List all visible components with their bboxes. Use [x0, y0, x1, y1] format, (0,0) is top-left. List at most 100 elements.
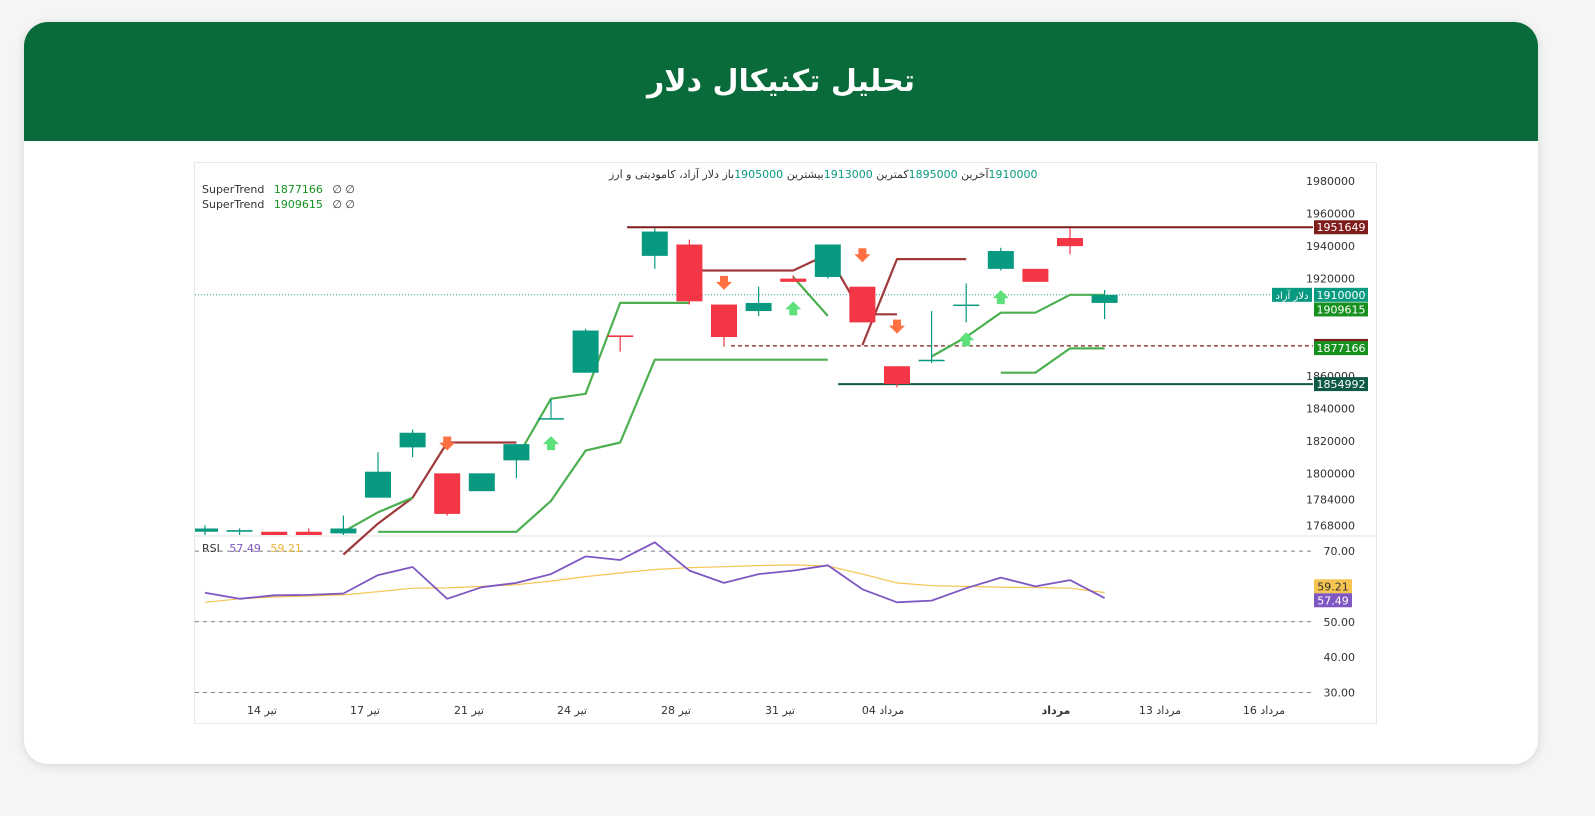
supertrend-price-tag-bg	[1314, 302, 1368, 317]
price-labels: 1951649187851918549921910000دلار آزاد190…	[1272, 220, 1368, 608]
legend-st1-value: 1877166	[274, 183, 323, 196]
page-title: تحلیل تکنیکال دلار	[647, 64, 915, 99]
candle-body	[330, 528, 357, 534]
time-tick-label: 17 تیر	[350, 704, 380, 717]
legend-st2-value: 1909615	[274, 198, 323, 211]
price-tick-label: 1820000	[1306, 435, 1355, 448]
rsi-tick-label: 50.00	[1324, 616, 1356, 629]
time-tick-label: مرداد	[1042, 704, 1071, 717]
legend-rsi: RSI 57.49 59.21	[202, 542, 302, 555]
title-banner: تحلیل تکنیکال دلار	[24, 22, 1538, 141]
supertrend-layer	[342, 253, 1105, 556]
candle-body	[399, 432, 426, 448]
price-tick-label: 1800000	[1306, 467, 1355, 480]
buy-signal-arrow	[958, 332, 975, 347]
price-axis: 1768000178400018000001820000184000018600…	[1306, 175, 1355, 699]
candle-body	[468, 473, 495, 492]
time-tick-label: 31 تیر	[765, 704, 795, 717]
level-price-tag: 1951649	[1317, 221, 1366, 234]
rsi-value-tag: 57.49	[1317, 594, 1349, 607]
price-tick-label: 1920000	[1306, 273, 1355, 286]
rsi-value-tag-bg	[1314, 593, 1352, 608]
legend-low-value: 1895000	[909, 168, 958, 181]
price-tick-label: 1940000	[1306, 240, 1355, 253]
supertrend-up-line	[378, 347, 1105, 533]
legend-supertrend-2: SuperTrend 1909615 ∅ ∅	[202, 198, 355, 211]
rsi-value-tag-bg	[1314, 579, 1352, 594]
legend-open-value: 1905000	[734, 168, 783, 181]
buy-signal-arrow	[785, 301, 802, 316]
level-layer	[195, 226, 1313, 386]
legend-ohlc: 1910000آخرین 1895000کمترین 1913000بیشتری…	[608, 167, 1038, 181]
time-tick-label: 14 تیر	[247, 704, 277, 717]
candle-body	[572, 330, 599, 373]
level-price-tag-bg	[1314, 377, 1368, 392]
legend-low-label: کمترین	[876, 168, 909, 181]
candle-body	[711, 304, 737, 338]
rsi-ma-line	[204, 564, 1105, 603]
legend-st1-name: SuperTrend	[202, 183, 264, 196]
candle-body	[953, 304, 980, 307]
legend-high-label: بیشترین	[787, 168, 824, 181]
rsi-value-tag: 59.21	[1317, 580, 1349, 593]
card: تحلیل تکنیکال دلار 1768000 1784000 1800000…	[24, 22, 1538, 764]
chart-panel[interactable]: 1768000 1784000 1800000 1820000 1840000 18600…	[192, 162, 1377, 724]
price-tick-label: 1784000	[1306, 493, 1355, 506]
buy-signal-arrow	[543, 436, 559, 451]
candle-body	[745, 302, 772, 312]
candle-body	[226, 530, 253, 532]
candle-body	[884, 366, 910, 385]
legend-close-value: 1910000	[989, 168, 1038, 181]
legend-symbol: دلار آزاد، کامودیتی و ارز	[608, 167, 719, 181]
time-tick-label: 21 تیر	[454, 704, 484, 717]
symbol-tag-bg	[1272, 287, 1312, 302]
legend-st1-suffix: ∅ ∅	[332, 183, 355, 196]
supertrend-price-tag: 1877166	[1317, 342, 1366, 355]
candle-body	[607, 335, 634, 338]
candle-body	[192, 528, 218, 532]
sell-signal-arrow	[716, 275, 732, 290]
chart-svg[interactable]: 1768000178400018000001820000184000018600…	[192, 163, 1376, 723]
time-tick-label: 04 مرداد	[862, 704, 904, 717]
candle-body	[1022, 268, 1049, 282]
signal-layer	[439, 248, 1009, 451]
price-tick-label: 1768000	[1306, 519, 1355, 532]
candle-body	[780, 278, 807, 282]
rsi-line	[204, 541, 1106, 604]
legend-rsi-value: 57.49	[229, 542, 261, 555]
sell-signal-arrow	[889, 319, 905, 334]
price-tick-label: 1840000	[1306, 402, 1355, 415]
price-tick-label: 1960000	[1306, 208, 1355, 221]
level-price-tag: 1854992	[1317, 378, 1366, 391]
candle-layer	[192, 228, 1118, 535]
legend-st2-suffix: ∅ ∅	[332, 198, 355, 211]
legend-rsi-ma-value: 59.21	[270, 542, 302, 555]
candle-body	[434, 473, 461, 514]
candle-body	[918, 359, 945, 362]
legend-rsi-name: RSI	[202, 542, 220, 555]
sell-signal-arrow	[439, 436, 456, 451]
time-tick-label: 24 تیر	[557, 704, 587, 717]
candle-body	[365, 471, 391, 498]
candle-body	[814, 244, 841, 277]
candle-body	[295, 531, 322, 535]
level-price-tag-bg	[1314, 220, 1368, 235]
supertrend-up-line	[342, 276, 1105, 533]
time-axis: 14 تیر 17 تیر 21 تیر 24 تیر 28 تیر 31 تیر 04 م…	[247, 704, 1285, 717]
supertrend-price-tag-bg	[1314, 341, 1368, 356]
legend-high-value: 1913000	[824, 168, 873, 181]
rsi-tick-label: 70.00	[1324, 545, 1356, 558]
candle-body	[641, 231, 668, 256]
time-tick-label: 16 مرداد	[1243, 704, 1285, 717]
rsi-layer	[195, 541, 1313, 693]
last-price-tag-bg	[1314, 287, 1368, 302]
candle-body	[538, 418, 564, 420]
time-tick-label: 28 تیر	[661, 704, 691, 717]
buy-signal-arrow	[992, 290, 1009, 305]
candle-body	[1091, 294, 1118, 303]
time-tick-label: 13 مرداد	[1139, 704, 1181, 717]
legend-st2-name: SuperTrend	[202, 198, 264, 211]
candle-body	[1057, 238, 1083, 247]
candle-body	[849, 286, 876, 323]
symbol-tag: دلار آزاد	[1275, 289, 1308, 302]
